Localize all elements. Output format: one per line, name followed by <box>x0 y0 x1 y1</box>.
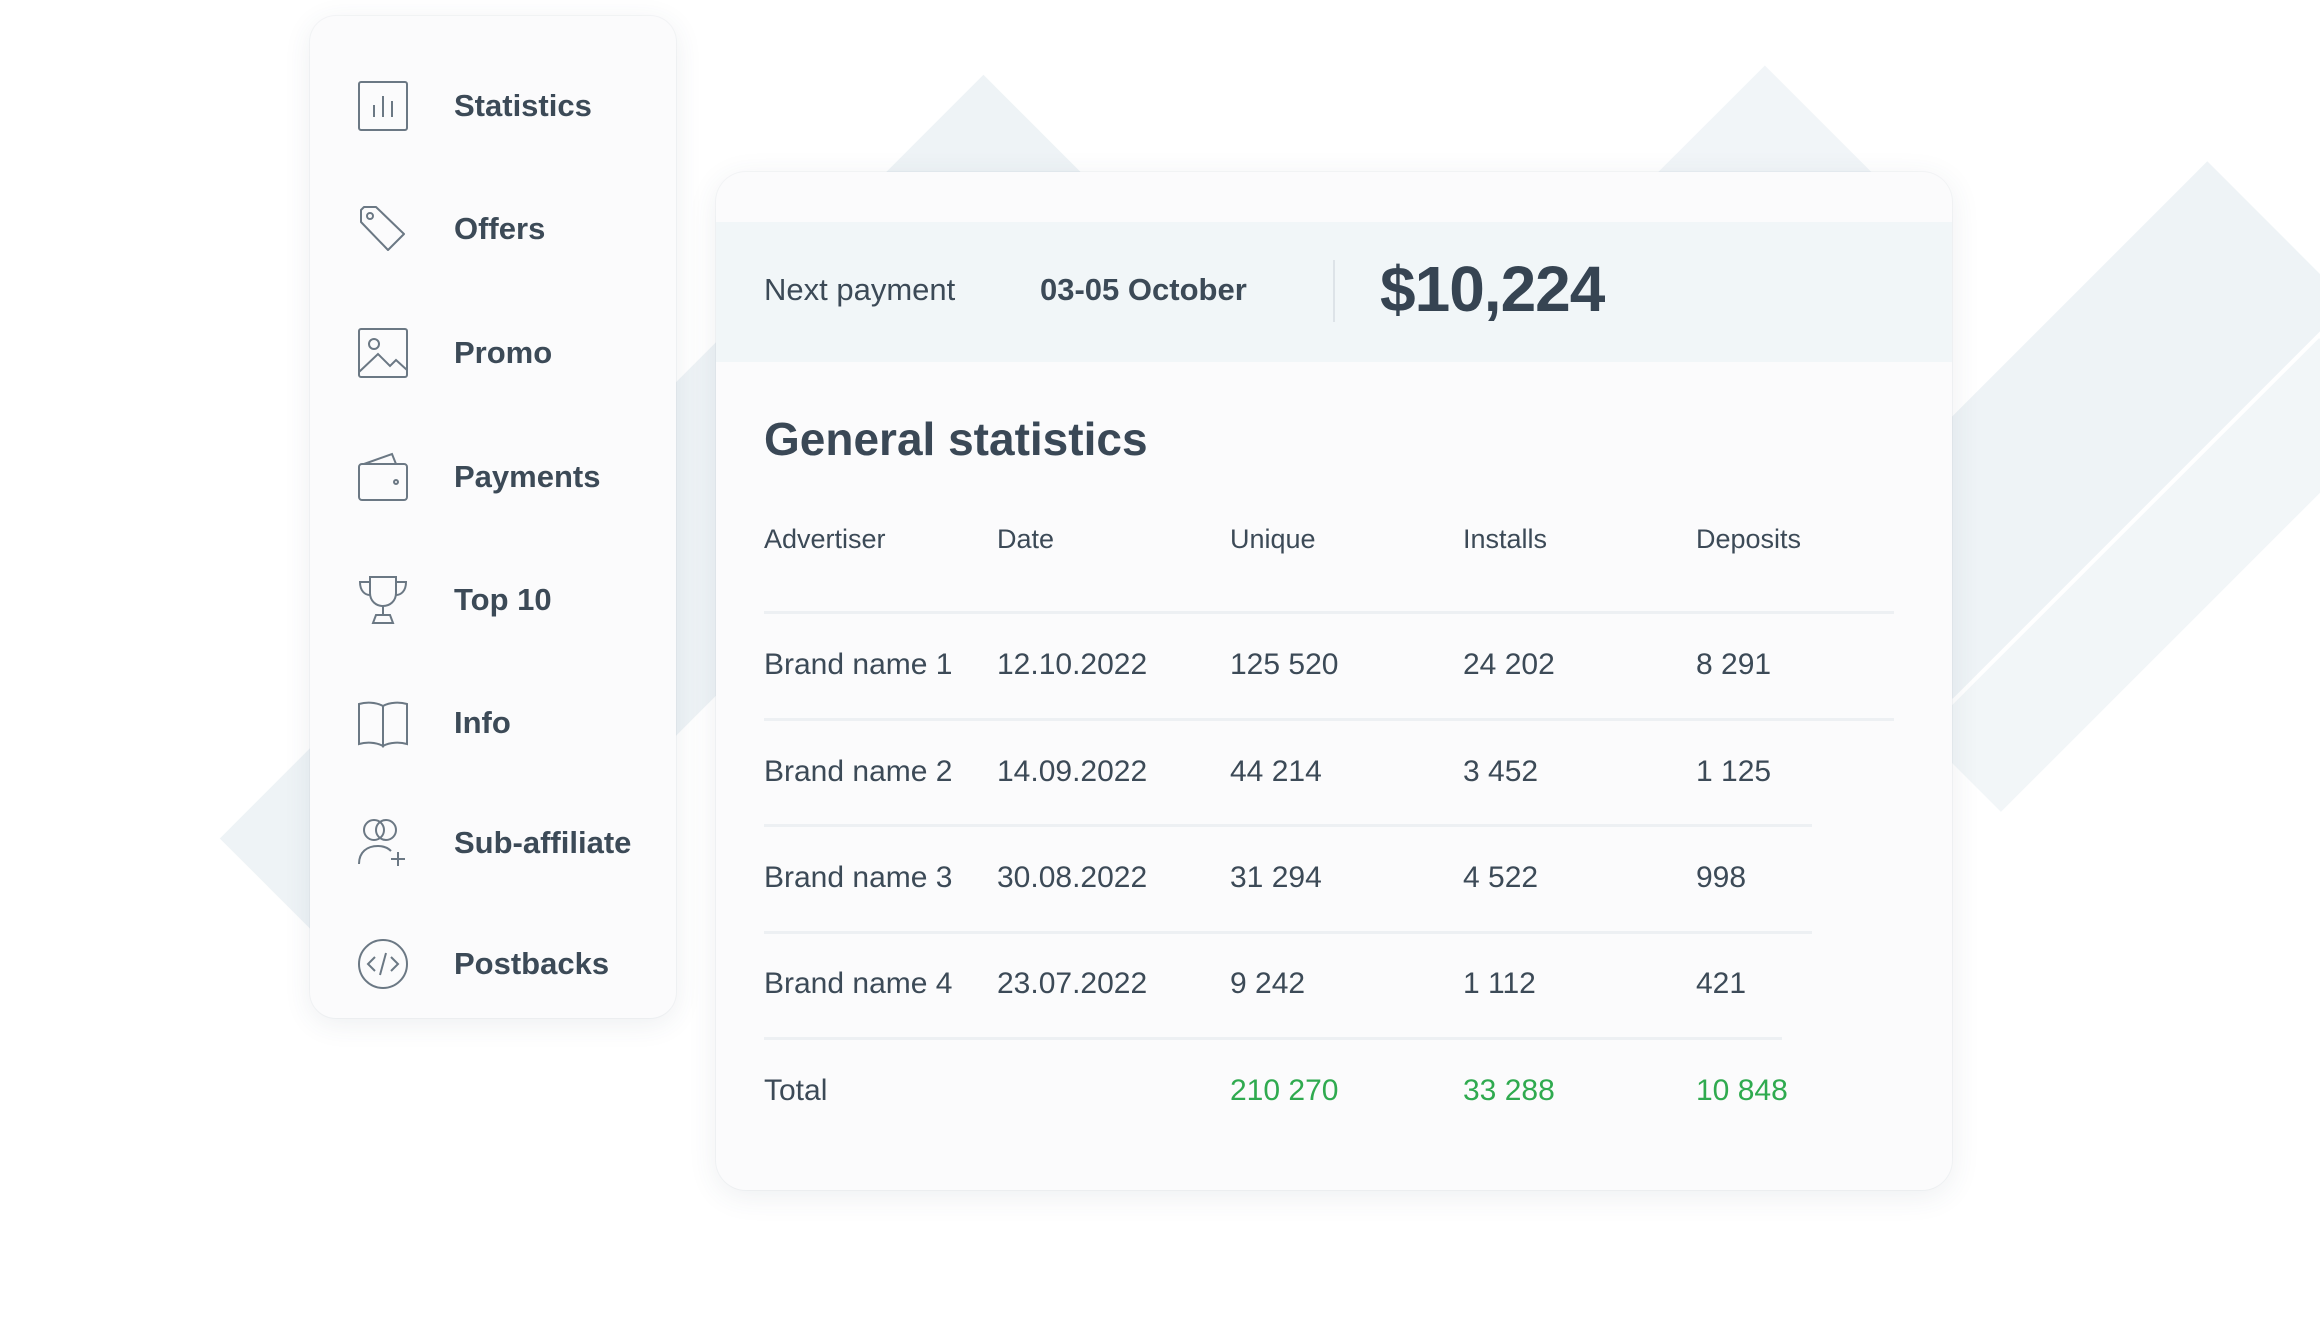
add-user-icon <box>356 816 410 870</box>
sidebar-menu: Statistics Offers Promo Pa <box>310 16 676 1018</box>
cell-advertiser: Brand name 2 <box>764 755 953 788</box>
cell-date: 30.08.2022 <box>997 861 1148 894</box>
cell-unique: 125 520 <box>1230 648 1339 681</box>
column-header-deposits: Deposits <box>1696 524 1802 554</box>
bar-chart-icon <box>356 79 410 133</box>
cell-unique: 44 214 <box>1230 755 1322 788</box>
cell-date: 14.09.2022 <box>997 755 1148 788</box>
section-title: General statistics <box>764 413 1148 465</box>
sidebar-item-promo[interactable]: Promo <box>310 298 676 408</box>
sidebar-item-label: Postbacks <box>454 946 610 981</box>
row-divider <box>764 1037 1782 1040</box>
sidebar-item-label: Promo <box>454 335 553 370</box>
next-payment-bar: Next payment 03-05 October $10,224 <box>716 222 1952 362</box>
row-divider <box>764 931 1812 934</box>
row-divider <box>764 611 1894 614</box>
total-unique: 210 270 <box>1230 1074 1339 1107</box>
cell-advertiser: Brand name 3 <box>764 861 953 894</box>
cell-unique: 31 294 <box>1230 861 1322 894</box>
sidebar-item-payments[interactable]: Payments <box>310 422 676 532</box>
sidebar-item-label: Payments <box>454 459 601 494</box>
image-icon <box>356 326 410 380</box>
sidebar-item-label: Top 10 <box>454 582 552 617</box>
book-icon <box>356 696 410 750</box>
cell-unique: 9 242 <box>1230 967 1306 1000</box>
wallet-icon <box>356 450 410 504</box>
total-label: Total <box>764 1074 828 1107</box>
next-payment-label: Next payment <box>764 272 956 307</box>
cell-installs: 4 522 <box>1463 861 1539 894</box>
next-payment-date: 03-05 October <box>1040 272 1247 307</box>
code-icon <box>356 937 410 991</box>
cell-deposits: 8 291 <box>1696 648 1772 681</box>
cell-installs: 1 112 <box>1463 967 1536 1000</box>
sidebar-item-statistics[interactable]: Statistics <box>310 51 676 161</box>
row-divider <box>764 824 1812 827</box>
cell-date: 12.10.2022 <box>997 648 1148 681</box>
sidebar-item-offers[interactable]: Offers <box>310 174 676 284</box>
cell-deposits: 1 125 <box>1696 755 1772 788</box>
sidebar-item-top-10[interactable]: Top 10 <box>310 545 676 655</box>
total-installs: 33 288 <box>1463 1074 1555 1107</box>
column-header-unique: Unique <box>1230 524 1316 554</box>
cell-advertiser: Brand name 1 <box>764 648 953 681</box>
cell-installs: 3 452 <box>1463 755 1539 788</box>
sidebar-item-label: Offers <box>454 211 546 246</box>
divider <box>1333 260 1335 322</box>
next-payment-amount: $10,224 <box>1380 253 1605 325</box>
trophy-icon <box>356 573 410 627</box>
sidebar-item-sub-affiliate[interactable]: Sub-affiliate <box>310 788 676 898</box>
tag-icon <box>356 202 410 256</box>
cell-deposits: 421 <box>1696 967 1747 1000</box>
cell-deposits: 998 <box>1696 861 1747 894</box>
row-divider <box>764 718 1894 721</box>
sidebar-item-label: Sub-affiliate <box>454 825 632 860</box>
total-deposits: 10 848 <box>1696 1074 1788 1107</box>
column-header-advertiser: Advertiser <box>764 524 886 554</box>
sidebar-item-label: Info <box>454 705 511 740</box>
column-header-installs: Installs <box>1463 524 1548 554</box>
cell-installs: 24 202 <box>1463 648 1555 681</box>
sidebar-item-postbacks[interactable]: Postbacks <box>310 909 676 1019</box>
cell-advertiser: Brand name 4 <box>764 967 953 1000</box>
statistics-card: Next payment 03-05 October $10,224 Gener… <box>716 172 1952 1190</box>
sidebar-item-label: Statistics <box>454 88 592 123</box>
column-header-date: Date <box>997 524 1055 554</box>
sidebar-item-info[interactable]: Info <box>310 668 676 778</box>
cell-date: 23.07.2022 <box>997 967 1148 1000</box>
